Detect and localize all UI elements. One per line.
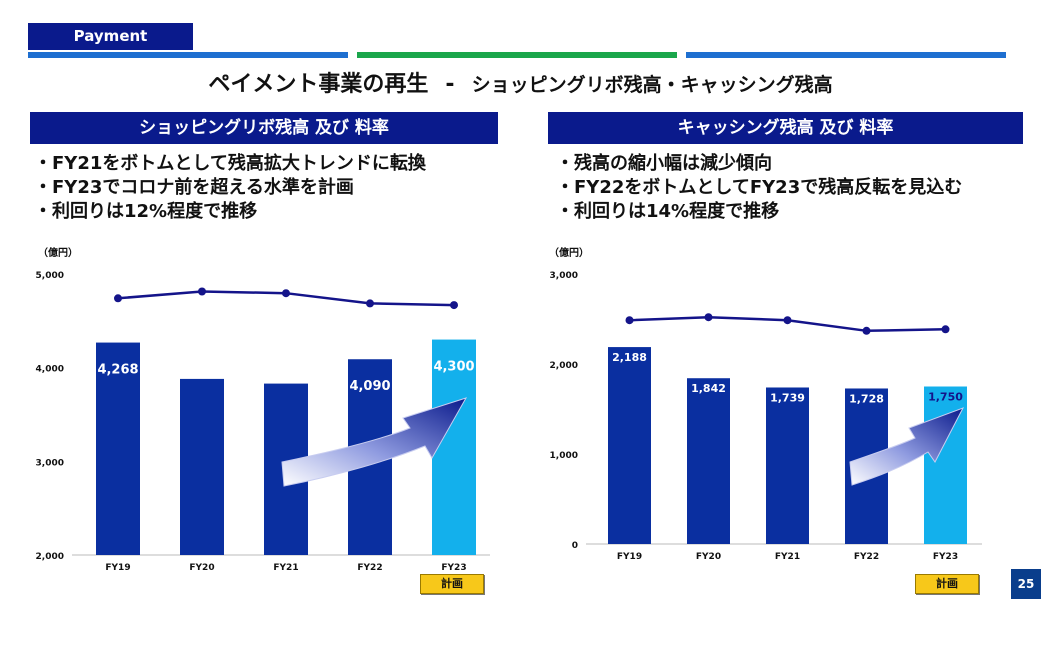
trend-arrow-icon — [281, 397, 468, 487]
page-title-dash: - — [445, 72, 455, 97]
chart-bar — [608, 347, 651, 544]
x-tick-label: FY19 — [617, 552, 642, 562]
bar-data-label: 2,188 — [612, 351, 647, 364]
right-panel-heading: キャッシング残高 及び 料率 — [548, 112, 1023, 144]
left-plan-badge: 計画 — [420, 574, 484, 594]
right-bullet-item: ・残高の縮小幅は減少傾向 — [556, 153, 772, 174]
chart-bar — [432, 339, 476, 555]
yield-line-marker — [366, 299, 374, 308]
x-tick-label: FY20 — [189, 563, 214, 573]
yield-line-marker — [625, 316, 634, 325]
page-title-sub: ショッピングリボ残高・キャッシング残高 — [471, 74, 833, 96]
right-plan-badge: 計画 — [915, 574, 979, 594]
left-chart-unit: （億円） — [38, 248, 78, 259]
yield-line-marker — [450, 301, 458, 310]
page-number: 25 — [1011, 569, 1041, 599]
y-tick-label: 4,000 — [36, 365, 64, 375]
y-tick-label: 1,000 — [550, 451, 578, 461]
right-bullet-item: ・利回りは14%程度で推移 — [556, 201, 780, 222]
x-tick-label: FY23 — [441, 563, 466, 573]
left-bullet-item: ・FY23でコロナ前を超える水準を計画 — [34, 177, 354, 198]
yield-line-marker — [783, 316, 792, 325]
x-tick-label: FY20 — [696, 552, 721, 562]
x-tick-label: FY22 — [357, 563, 382, 573]
right-chart-unit: （億円） — [549, 248, 589, 259]
yield-line-marker — [704, 313, 713, 322]
bar-data-label: 1,739 — [770, 391, 805, 404]
x-tick-label: FY19 — [105, 563, 130, 573]
header-stripe-center — [357, 52, 677, 58]
page-title-main: ペイメント事業の再生 — [208, 72, 429, 97]
left-bullet-item: ・FY21をボトムとして残高拡大トレンドに転換 — [34, 153, 426, 174]
x-tick-label: FY22 — [854, 552, 879, 562]
chart-bar — [766, 387, 809, 544]
left-panel-heading: ショッピングリボ残高 及び 料率 — [30, 112, 498, 144]
header-stripe-right — [686, 52, 1006, 58]
left-bullet-list: ・FY21をボトムとして残高拡大トレンドに転換 ・FY23でコロナ前を超える水準… — [34, 152, 426, 224]
yield-line-marker — [198, 287, 206, 296]
chart-bar — [180, 378, 224, 555]
y-tick-label: 3,000 — [550, 271, 578, 281]
header-stripe-left — [28, 52, 348, 58]
x-tick-label: FY21 — [775, 552, 800, 562]
yield-line-marker — [862, 326, 871, 335]
right-bullet-item: ・FY22をボトムとしてFY23で残高反転を見込む — [556, 177, 963, 198]
section-tag: Payment — [28, 23, 193, 50]
yield-line-marker — [282, 289, 290, 298]
yield-line-marker — [941, 325, 950, 334]
y-tick-label: 2,000 — [550, 361, 578, 371]
page-title: ペイメント事業の再生 - ショッピングリボ残高・キャッシング残高 — [0, 66, 1041, 98]
chart-bar — [687, 378, 730, 544]
bar-data-label: 4,268 — [97, 363, 138, 378]
y-tick-label: 3,000 — [36, 458, 64, 468]
x-tick-label: FY21 — [273, 563, 298, 573]
bar-data-label: 1,842 — [691, 382, 726, 395]
y-tick-label: 2,000 — [36, 552, 64, 562]
yield-line-marker — [114, 294, 122, 303]
chart-bar — [96, 342, 140, 555]
y-tick-label: 0 — [572, 541, 578, 551]
bar-data-label: 4,300 — [433, 360, 474, 375]
x-tick-label: FY23 — [933, 552, 958, 562]
left-bullet-item: ・利回りは12%程度で推移 — [34, 201, 258, 222]
trend-arrow-icon — [849, 407, 965, 486]
y-tick-label: 5,000 — [36, 271, 64, 281]
bar-data-label: 4,090 — [349, 379, 390, 394]
right-bullet-list: ・残高の縮小幅は減少傾向 ・FY22をボトムとしてFY23で残高反転を見込む ・… — [556, 152, 962, 224]
bar-data-label: 1,750 — [928, 391, 963, 404]
bar-data-label: 1,728 — [849, 392, 884, 405]
